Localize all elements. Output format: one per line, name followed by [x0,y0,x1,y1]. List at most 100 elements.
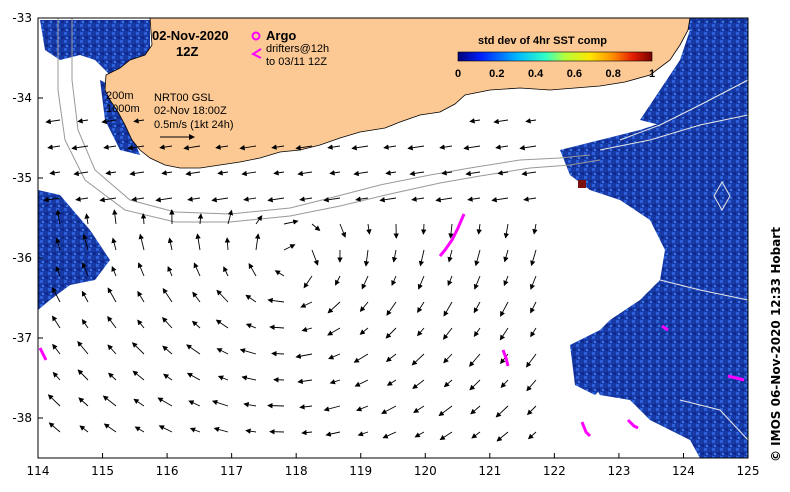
current-vector [84,213,90,225]
current-vector [215,319,229,329]
current-vector [418,249,425,267]
current-vector [52,287,61,303]
x-tick-label: 123 [607,464,630,478]
colorbar-tick-label: 0.6 [567,68,582,80]
current-vector [77,341,89,355]
drifter-track [438,213,466,257]
scale-label: 0.5m/s (1kt 24h) [154,119,233,131]
sst-data-northwest [40,20,150,75]
current-vector [243,402,257,408]
current-vector [137,319,145,329]
current-vector [103,423,117,433]
date-label: 02-Nov-2020 [152,28,229,43]
sst-data-northeast [620,18,748,125]
depth-label-1000m: 1000m [106,103,140,115]
isotherm-2 [599,114,748,151]
current-vector [526,405,537,416]
current-vector [463,145,481,151]
current-vector [239,145,257,151]
current-vector [161,170,173,176]
isotherm-3 [659,279,748,301]
current-vector [101,118,117,125]
current-vector [409,170,425,177]
current-vector [283,219,299,225]
current-vector [45,118,61,125]
current-vector [327,144,341,150]
current-vector [131,342,145,355]
current-vector [412,379,425,390]
current-vector [52,315,61,329]
drifter-legend-label: drifters@12h [266,43,329,55]
current-vector [335,275,341,286]
x-tick-label: 121 [478,464,501,478]
current-vector [386,301,397,316]
current-vector [411,353,425,366]
colorbar-ticks: 0 0.2 0.4 0.6 0.8 1 [455,68,655,80]
product-time-label: 02-Nov 18:00Z [154,105,227,117]
current-vector [469,379,481,391]
current-vector [129,170,145,177]
current-vector [439,144,453,150]
plot-frame [37,17,749,459]
x-tick-label: 117 [220,464,243,478]
time-label: 12Z [176,44,198,59]
current-vector [48,422,61,433]
sst-data-west [38,190,110,310]
current-vector [414,431,425,438]
current-vectors [43,118,538,442]
current-vector [186,344,201,355]
current-vector [217,170,229,176]
current-vector [503,275,509,287]
drifter-legend-period: to 03/11 12Z [266,56,327,68]
current-vector [329,170,341,176]
current-vector [354,379,369,387]
current-vector [299,196,313,202]
x-tick-label: 122 [543,464,566,478]
x-tick-label: 118 [285,464,308,478]
current-vector [529,275,537,290]
current-vector [224,237,231,251]
current-vector [82,233,89,251]
current-vector [471,431,481,439]
current-vector [245,294,257,303]
current-vector [107,315,117,329]
current-vector [158,425,173,433]
current-vector [443,379,453,388]
current-vector [274,270,285,277]
current-vector [495,144,509,150]
current-vector [385,170,397,176]
bathymetry-1000m [57,18,601,223]
current-vector [77,118,89,124]
current-vector [245,323,257,329]
current-vector [339,223,347,238]
current-vector [417,327,425,337]
current-vector [213,426,229,433]
current-vector [52,371,61,381]
colorbar-tick-label: 0.2 [489,68,504,80]
current-vector [351,145,369,151]
current-vector [133,398,145,407]
colorbar-tick-label: 1 [649,68,655,80]
current-vector [155,197,173,203]
current-vector [71,145,89,151]
current-vector [476,223,482,235]
current-vector [439,431,453,441]
current-vector [216,348,229,355]
current-vector [283,244,296,251]
current-vector [183,145,201,151]
x-tick-label: 115 [91,464,114,478]
current-vector [81,318,89,329]
x-tick-label: 125 [737,464,760,478]
current-vector [188,400,201,407]
current-vector [523,196,537,202]
drifter-track [38,347,48,361]
current-vector [107,344,117,355]
current-vector [417,275,425,290]
current-vector [530,249,537,267]
current-vector [243,196,257,202]
current-vector [382,431,397,439]
eddy-diamond [713,180,731,212]
current-vector [55,209,61,225]
current-vector [353,353,369,363]
current-vector [78,397,89,407]
